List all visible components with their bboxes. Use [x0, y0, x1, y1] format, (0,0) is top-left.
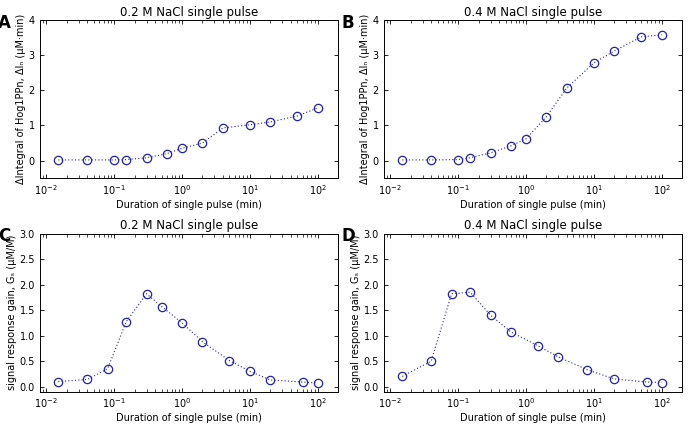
- Text: A: A: [0, 14, 11, 32]
- X-axis label: Duration of single pulse (min): Duration of single pulse (min): [460, 413, 606, 423]
- Text: C: C: [0, 227, 10, 245]
- Title: 0.4 M NaCl single pulse: 0.4 M NaCl single pulse: [464, 219, 602, 233]
- Y-axis label: ΔIntegral of Hog1PPn, ΔIₙ (μM·min): ΔIntegral of Hog1PPn, ΔIₙ (μM·min): [360, 14, 370, 184]
- Text: D: D: [342, 227, 356, 245]
- X-axis label: Duration of single pulse (min): Duration of single pulse (min): [460, 199, 606, 210]
- Text: B: B: [342, 14, 354, 32]
- Title: 0.4 M NaCl single pulse: 0.4 M NaCl single pulse: [464, 6, 602, 19]
- Y-axis label: ΔIntegral of Hog1PPn, ΔIₙ (μM·min): ΔIntegral of Hog1PPn, ΔIₙ (μM·min): [16, 14, 26, 184]
- Y-axis label: signal response gain, Gₛ (μM/M): signal response gain, Gₛ (μM/M): [7, 235, 17, 390]
- Title: 0.2 M NaCl single pulse: 0.2 M NaCl single pulse: [120, 219, 258, 233]
- Y-axis label: signal response gain, Gₛ (μM/M): signal response gain, Gₛ (μM/M): [351, 235, 361, 390]
- X-axis label: Duration of single pulse (min): Duration of single pulse (min): [116, 413, 262, 423]
- Title: 0.2 M NaCl single pulse: 0.2 M NaCl single pulse: [120, 6, 258, 19]
- X-axis label: Duration of single pulse (min): Duration of single pulse (min): [116, 199, 262, 210]
